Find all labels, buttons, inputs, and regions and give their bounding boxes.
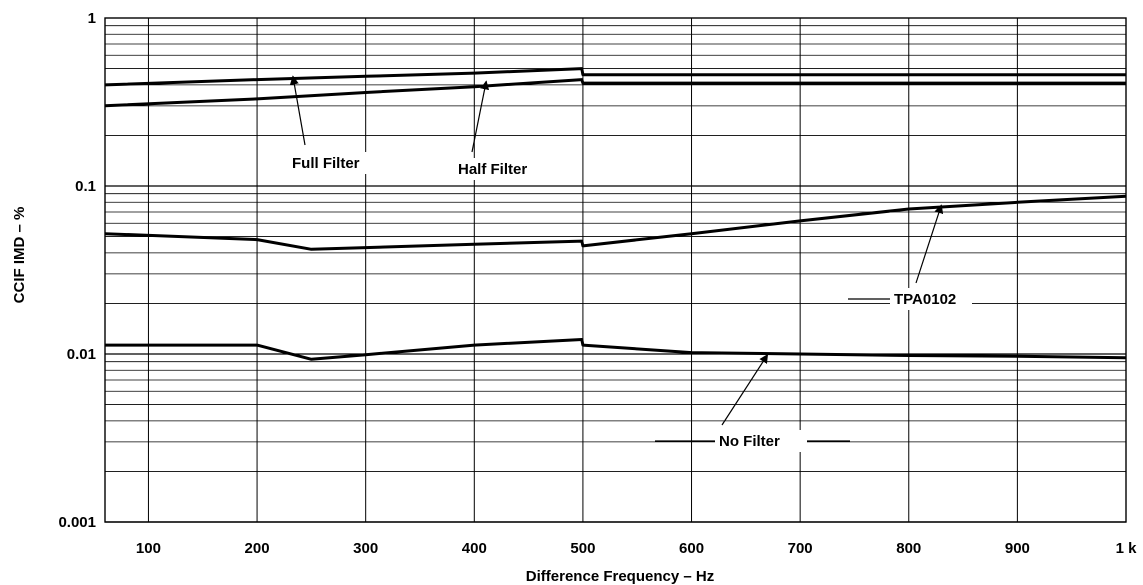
annotation-arrow-tpa0102 (915, 204, 944, 284)
series-line-no-filter (105, 338, 1127, 361)
x-tick-label: 1 k (1116, 540, 1138, 557)
x-tick-label: 800 (896, 540, 921, 557)
y-tick-label: 0.1 (75, 178, 96, 195)
annotation-arrow-half-filter (471, 80, 490, 153)
x-tick-label: 300 (353, 540, 378, 557)
annotation-label-tpa0102: TPA0102 (894, 291, 956, 308)
grid (105, 18, 1127, 523)
series-line-full-filter (104, 67, 1126, 87)
annotation-bg-no-filter (715, 430, 807, 452)
x-tick-label: 200 (245, 540, 270, 557)
annotations: Full Filter Half Filter TPA0102 No Filter (288, 75, 972, 452)
annotation-arrow-full-filter (289, 75, 306, 146)
x-axis-label: Difference Frequency – Hz (526, 568, 714, 585)
y-axis-label: CCIF IMD – % (11, 207, 28, 304)
y-tick-label: 0.01 (67, 346, 96, 363)
x-tick-label: 400 (462, 540, 487, 557)
annotation-label-half-filter: Half Filter (458, 161, 527, 178)
x-tick-label: 500 (570, 540, 595, 557)
y-tick-label: 0.001 (58, 514, 96, 531)
annotation-bg-half-filter (454, 158, 566, 180)
x-tick-label: 900 (1005, 540, 1030, 557)
annotation-bg-tpa0102 (890, 288, 972, 310)
annotation-bg-full-filter (288, 152, 400, 174)
series-layer (104, 67, 1127, 361)
annotation-label-full-filter: Full Filter (292, 155, 360, 172)
series-line-half-filter (104, 78, 1126, 108)
series-line-tpa0102 (104, 194, 1127, 251)
y-tick-label: 1 (88, 10, 96, 27)
x-tick-label: 100 (136, 540, 161, 557)
x-tick-label: 700 (788, 540, 813, 557)
annotation-label-no-filter: No Filter (719, 433, 780, 450)
x-tick-label: 600 (679, 540, 704, 557)
plot-frame (104, 17, 1127, 523)
x-tick-labels: 100 200 300 400 500 600 700 800 900 1 k (136, 540, 1137, 557)
y-tick-labels: 0.001 0.01 0.1 1 (58, 10, 96, 531)
annotation-arrow-no-filter (721, 353, 769, 426)
